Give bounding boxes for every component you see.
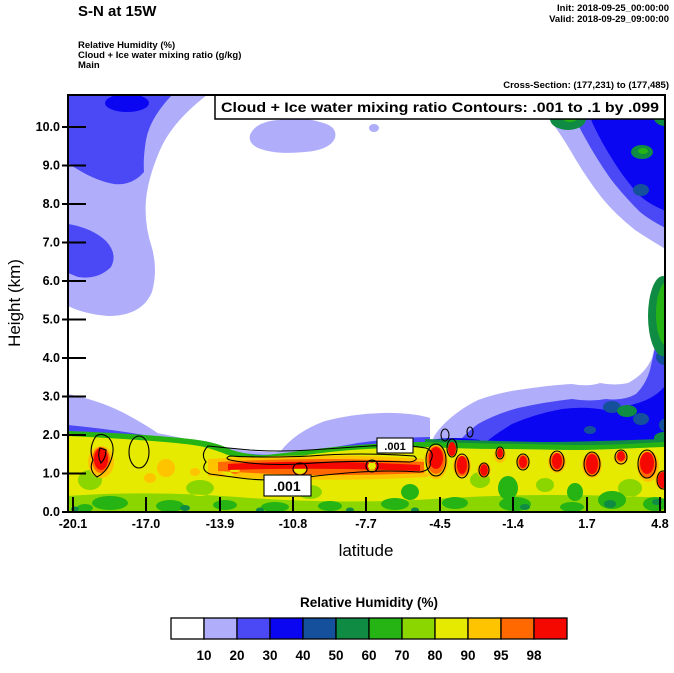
x-tick-labels: -20.1 -17.0 -13.9 -10.8 -7.7 -4.5 -1.4 1… — [59, 517, 669, 531]
y-tick-label: 0.0 — [43, 505, 60, 519]
legend-tick-label: 60 — [361, 648, 376, 663]
init-timestamp: Init: 2018-09-25_00:00:00 — [557, 3, 669, 14]
legend-tick-label: 40 — [295, 648, 310, 663]
legend-tick-label: 20 — [229, 648, 244, 663]
legend-tick-label: 95 — [493, 648, 509, 663]
legend-swatch — [170, 617, 205, 640]
legend-swatch — [368, 617, 403, 640]
band-green — [77, 476, 664, 511]
y-axis-title: Height (km) — [5, 259, 24, 347]
rh-region-40 — [69, 96, 664, 466]
contour-label-box — [376, 437, 414, 454]
y-tick-label: 8.0 — [43, 197, 60, 211]
legend-swatch — [203, 617, 238, 640]
x-tick-label: -7.7 — [355, 517, 377, 531]
legend-swatch — [467, 617, 502, 640]
dry-notch — [646, 257, 664, 269]
rh-color-legend: Relative Humidity (%) 10 20 30 40 50 60 … — [170, 595, 568, 663]
legend-tick-label: 70 — [394, 648, 409, 663]
x-tick-label: -17.0 — [132, 517, 161, 531]
legend-swatch — [335, 617, 370, 640]
contour-title-box — [214, 94, 666, 120]
legend-tick-label: 10 — [196, 648, 211, 663]
legend-tick-label: 80 — [427, 648, 442, 663]
x-axis — [72, 497, 661, 512]
page-title: S-N at 15W — [78, 3, 157, 20]
field-label-cloud: Cloud + Ice water mixing ratio (g/kg) — [78, 50, 241, 61]
x-tick-label: -10.8 — [279, 517, 308, 531]
contour-label-text: .001 — [384, 441, 405, 453]
legend-tick-label: 90 — [460, 648, 475, 663]
y-tick-label: 10.0 — [36, 120, 60, 134]
y-axis — [62, 126, 86, 513]
rh-shaded-field: .001 .001 — [69, 96, 664, 511]
cloud-contour-lines — [90, 426, 664, 490]
legend-swatch — [533, 617, 568, 640]
y-tick-label: 3.0 — [43, 390, 60, 404]
legend-swatch — [302, 617, 337, 640]
x-tick-label: 1.7 — [578, 517, 595, 531]
y-tick-label: 7.0 — [43, 236, 60, 250]
legend-tick-label: 30 — [262, 648, 277, 663]
y-tick-label: 9.0 — [43, 159, 60, 173]
band-red — [94, 442, 664, 488]
legend-tick-label: 50 — [328, 648, 343, 663]
x-tick-label: -1.4 — [502, 517, 524, 531]
y-tick-label: 4.0 — [43, 351, 60, 365]
y-tick-label: 1.0 — [43, 467, 60, 481]
x-axis-title: latitude — [339, 541, 394, 560]
band-amber — [88, 445, 664, 490]
contour-label-box — [263, 474, 312, 497]
legend-swatch — [269, 617, 304, 640]
y-tick-label: 2.0 — [43, 428, 60, 442]
legend-swatch — [434, 617, 469, 640]
x-tick-label: -13.9 — [206, 517, 235, 531]
contour-label-box-upper: .001 — [376, 437, 414, 454]
legend-swatch — [500, 617, 535, 640]
y-tick-labels: 0.0 1.0 2.0 3.0 4.0 5.0 6.0 7.0 8.0 9.0 … — [36, 120, 60, 519]
legend-swatch — [401, 617, 436, 640]
valid-timestamp: Valid: 2018-09-29_09:00:00 — [549, 14, 669, 25]
legend-title: Relative Humidity (%) — [300, 595, 438, 610]
legend-tick-labels: 10 20 30 40 50 60 70 80 90 95 98 — [196, 648, 542, 663]
y-tick-label: 6.0 — [43, 274, 60, 288]
contour-title-text: Cloud + Ice water mixing ratio Contours:… — [221, 99, 659, 115]
x-tick-label: -20.1 — [59, 517, 88, 531]
x-tick-label: 4.8 — [651, 517, 668, 531]
legend-swatch — [236, 617, 271, 640]
contour-label-box-lower: .001 — [263, 474, 312, 497]
field-label-rh: Relative Humidity (%) — [78, 40, 175, 51]
y-tick-label: 5.0 — [43, 313, 60, 327]
legend-tick-label: 98 — [526, 648, 542, 663]
field-label-main: Main — [78, 60, 100, 71]
contour-label-text: .001 — [273, 478, 300, 494]
cross-section-label: Cross-Section: (177,231) to (177,485) — [503, 80, 669, 91]
x-tick-label: -4.5 — [429, 517, 451, 531]
